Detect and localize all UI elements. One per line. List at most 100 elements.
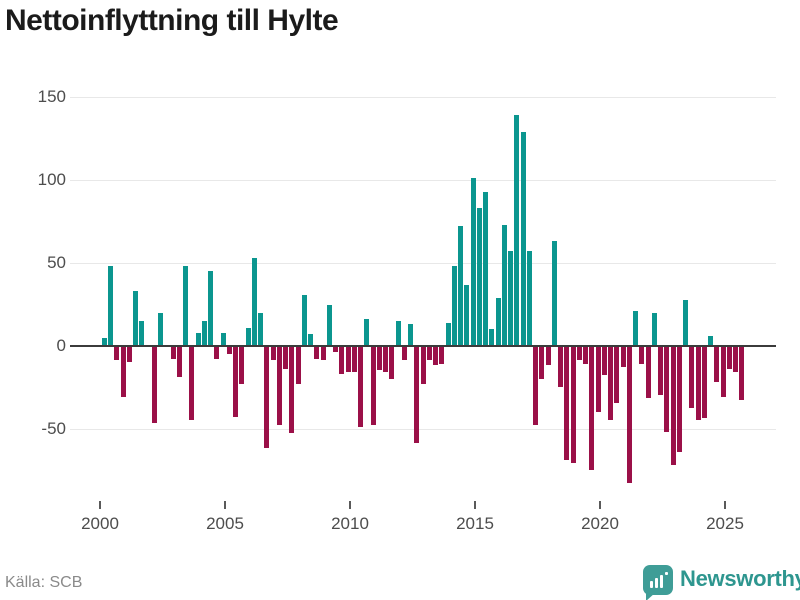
bar-2019-Q2 [576,347,582,361]
bar-2020-Q4 [614,347,620,404]
gridline-150 [70,97,776,98]
x-axis-label-2020: 2020 [581,514,619,533]
bar-2023-Q4 [689,347,695,409]
logo-speech-tail [646,593,655,600]
bar-2015-Q3 [483,191,489,346]
x-tick-2020 [599,501,601,509]
bar-2000-Q2 [101,337,107,346]
bar-2005-Q2 [226,347,232,354]
logo-bar-1 [650,581,653,588]
x-axis-label-2025: 2025 [706,514,744,533]
bar-2009-Q1 [320,347,326,361]
bar-2005-Q4 [239,347,245,384]
logo-bar-3 [660,575,663,588]
bar-2014-Q2 [451,266,457,346]
y-axis-label-100: 100 [37,170,66,189]
bar-2018-Q1 [545,347,551,366]
bar-2022-Q3 [658,347,664,396]
bar-2006-Q3 [258,312,264,346]
bar-2005-Q1 [220,332,226,346]
bar-2024-Q4 [714,347,720,382]
bar-2024-Q2 [701,347,707,419]
gridline--50 [70,429,776,430]
bar-2006-Q4 [264,347,270,449]
bar-2019-Q4 [589,347,595,470]
bar-2007-Q1 [270,347,276,361]
bar-2004-Q1 [195,332,201,346]
bar-2017-Q2 [526,251,532,346]
bar-2001-Q1 [120,347,126,397]
bar-2021-Q1 [620,347,626,367]
brand-name: Newsworthy [680,566,800,591]
bar-2020-Q3 [608,347,614,421]
bar-2012-Q2 [401,347,407,361]
x-tick-2010 [349,501,351,509]
bar-2007-Q2 [276,347,282,426]
bar-2010-Q4 [364,319,370,346]
bar-2007-Q3 [283,347,289,369]
bar-2022-Q1 [645,347,651,399]
bar-2001-Q3 [133,291,139,346]
x-tick-2000 [99,501,101,509]
bar-2003-Q4 [189,347,195,421]
gridline-100 [70,180,776,181]
bar-2007-Q4 [289,347,295,434]
bar-2003-Q2 [176,347,182,377]
bar-2009-Q2 [326,304,332,346]
bar-2011-Q4 [389,347,395,379]
y-axis-label--50: -50 [41,419,66,438]
bar-2025-Q3 [733,347,739,372]
bar-2004-Q2 [201,321,207,346]
bar-2014-Q3 [458,226,464,346]
y-axis-label-0: 0 [56,336,66,355]
bar-2006-Q1 [245,327,251,346]
bar-2016-Q1 [495,297,501,346]
y-axis-label-50: 50 [47,253,66,272]
bar-2021-Q2 [626,347,632,484]
bar-2019-Q1 [570,347,576,464]
plot-area: 150 100 50 0 -50 2000 2005 2010 2015 2020 2025 [37,87,776,533]
bar-2019-Q3 [583,347,589,364]
x-axis-label-2015: 2015 [456,514,494,533]
bar-2001-Q4 [139,321,145,346]
x-tick-2025 [724,501,726,509]
bar-2011-Q1 [370,347,376,426]
bar-2013-Q2 [426,347,432,361]
x-axis-label-2010: 2010 [331,514,369,533]
bar-2014-Q4 [464,284,470,346]
bar-2016-Q3 [508,251,514,346]
logo-exclamation-dot [665,572,668,575]
bar-2012-Q1 [395,321,401,346]
bar-2025-Q1 [720,347,726,397]
bar-2011-Q3 [383,347,389,372]
bar-2003-Q1 [170,347,176,359]
source-label: Källa: SCB [5,574,83,591]
bar-2009-Q4 [339,347,345,374]
bar-2010-Q3 [358,347,364,427]
bar-2017-Q4 [539,347,545,379]
page-title: Nettoinflyttning till Hylte [5,4,339,37]
bar-2017-Q1 [520,131,526,346]
bar-2020-Q1 [595,347,601,412]
bar-2016-Q2 [501,224,507,346]
bar-2004-Q3 [208,271,214,346]
x-axis-label-2000: 2000 [81,514,119,533]
bar-2012-Q3 [408,324,414,346]
zero-line [70,345,776,347]
bar-2023-Q2 [676,347,682,452]
bar-2015-Q1 [470,178,476,346]
bar-2021-Q3 [633,311,639,346]
bar-2004-Q4 [214,347,220,359]
bar-2006-Q2 [251,258,257,346]
bar-2023-Q3 [683,299,689,346]
bar-2008-Q3 [308,334,314,346]
logo-bar-2 [655,578,658,588]
bar-2013-Q1 [420,347,426,384]
bar-2022-Q2 [651,312,657,346]
bar-2008-Q2 [301,294,307,346]
bar-2022-Q4 [664,347,670,432]
bar-2023-Q1 [670,347,676,465]
bar-2016-Q4 [514,115,520,346]
bar-2024-Q3 [708,336,714,346]
gridline-50 [70,263,776,264]
